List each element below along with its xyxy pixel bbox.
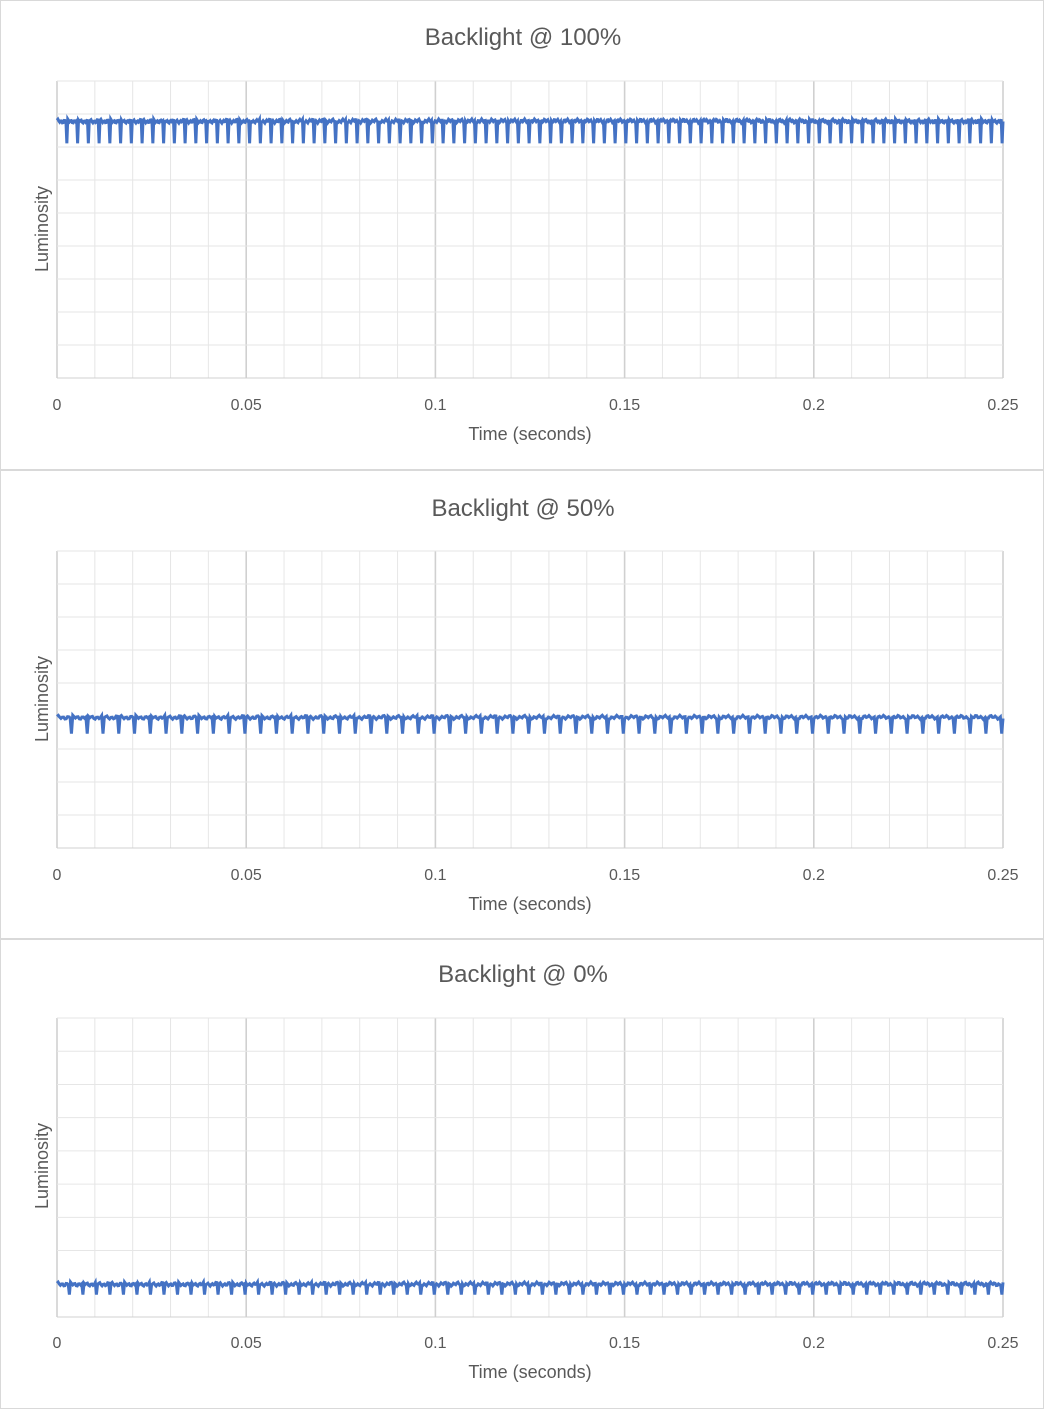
x-tick-label: 0.05 [231, 397, 262, 414]
series-line-luminosity [55, 113, 1005, 144]
y-axis-label: Luminosity [32, 186, 52, 272]
x-tick-label: 0.25 [987, 397, 1018, 414]
x-tick-label: 0 [53, 1335, 62, 1352]
chart-title: Backlight @ 100% [425, 24, 621, 51]
x-tick-label: 0 [53, 397, 62, 414]
chart-svg-2: Backlight @ 0% 0 0.05 0.1 0.15 0.2 0.25 Time (s… [32, 961, 1019, 1382]
x-tick-label: 0.25 [987, 1335, 1018, 1352]
chart-panel-0: Backlight @ 0% 0 0.05 0.1 0.15 0.2 0.25 Time (s… [0, 939, 1044, 1409]
gridlines [56, 550, 1004, 849]
x-axis-label: Time (seconds) [468, 1362, 591, 1382]
x-tick-label: 0.2 [803, 1335, 825, 1352]
y-axis-label: Luminosity [32, 656, 52, 742]
x-tick-label: 0.25 [987, 867, 1018, 884]
x-tick-label: 0.2 [803, 397, 825, 414]
x-tick-label: 0.05 [231, 867, 262, 884]
chart-title: Backlight @ 50% [431, 495, 614, 522]
x-tick-label: 0.2 [803, 867, 825, 884]
x-axis-label: Time (seconds) [468, 424, 591, 444]
y-axis-label: Luminosity [32, 1123, 52, 1209]
series-line-luminosity [55, 1277, 1005, 1295]
x-tick-label: 0.15 [609, 397, 640, 414]
chart-panel-50: Backlight @ 50% 0 0.05 0.1 0.15 0.2 0.25 Time (… [0, 470, 1044, 939]
x-tick-label: 0.15 [609, 1335, 640, 1352]
chart-panel-100: Backlight @ 100% 0 0.05 0.1 0.15 0.2 0.25 Time … [0, 0, 1044, 470]
x-tick-label: 0.1 [424, 397, 446, 414]
x-tick-label: 0 [53, 867, 62, 884]
chart-svg-0: Backlight @ 100% 0 0.05 0.1 0.15 0.2 0.25 Time … [32, 24, 1019, 444]
gridlines [56, 1017, 1004, 1318]
series-line-luminosity [56, 710, 1005, 734]
x-tick-label: 0.1 [424, 867, 446, 884]
x-tick-label: 0.05 [231, 1335, 262, 1352]
chart-svg-1: Backlight @ 50% 0 0.05 0.1 0.15 0.2 0.25 Time (… [32, 495, 1019, 914]
gridlines [56, 80, 1004, 379]
x-tick-label: 0.15 [609, 867, 640, 884]
x-axis-label: Time (seconds) [468, 894, 591, 914]
chart-title: Backlight @ 0% [438, 961, 608, 988]
x-tick-label: 0.1 [424, 1335, 446, 1352]
